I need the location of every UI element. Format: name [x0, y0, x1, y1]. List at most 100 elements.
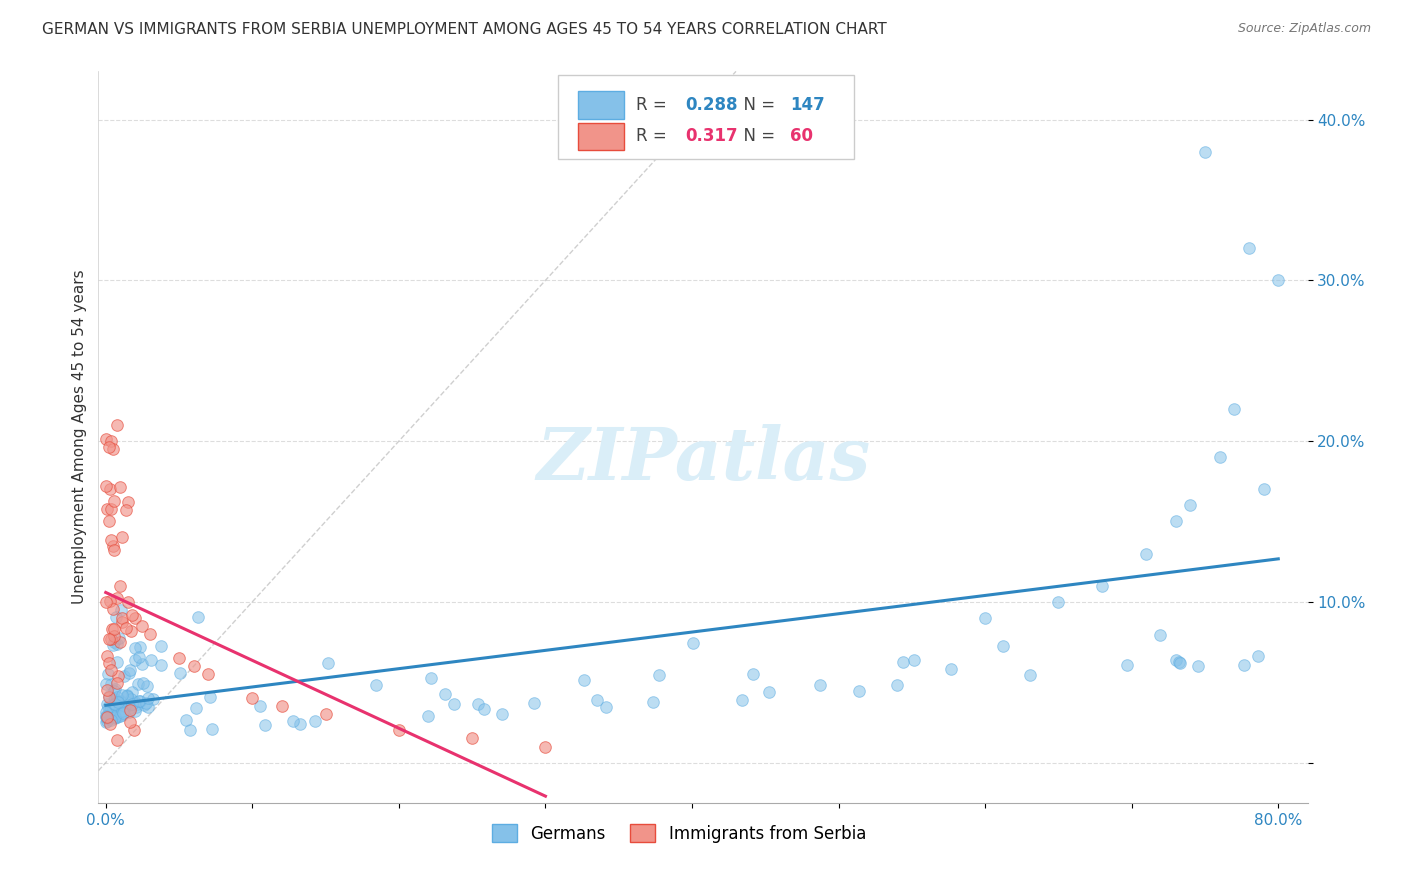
- Point: [115, 503, 138, 517]
- Point: [974, 611, 997, 625]
- Point: [1019, 668, 1042, 682]
- Point: [1233, 658, 1256, 673]
- Text: N =: N =: [734, 96, 780, 114]
- Point: [1116, 658, 1139, 673]
- Legend: Germans, Immigrants from Serbia: Germans, Immigrants from Serbia: [485, 818, 873, 849]
- Point: [118, 701, 141, 715]
- Point: [117, 595, 139, 609]
- Point: [104, 697, 127, 711]
- Point: [110, 603, 132, 617]
- Point: [110, 480, 132, 494]
- Text: 60: 60: [790, 128, 813, 145]
- Point: [142, 691, 165, 706]
- Point: [110, 693, 132, 707]
- Text: 147: 147: [790, 96, 825, 114]
- Point: [201, 723, 224, 737]
- Point: [101, 710, 124, 724]
- Point: [120, 692, 142, 706]
- Point: [1047, 595, 1070, 609]
- Point: [110, 689, 132, 703]
- Point: [132, 675, 155, 690]
- Point: [848, 683, 870, 698]
- Point: [97, 656, 120, 670]
- Point: [742, 667, 765, 681]
- Point: [103, 692, 125, 706]
- Point: [103, 697, 125, 711]
- Point: [167, 651, 190, 665]
- Point: [184, 701, 207, 715]
- Point: [115, 690, 138, 704]
- Point: [523, 696, 546, 710]
- Point: [124, 696, 146, 710]
- Point: [104, 681, 127, 696]
- Point: [118, 698, 141, 712]
- Point: [97, 515, 120, 529]
- Point: [198, 690, 221, 705]
- Point: [270, 699, 292, 714]
- Point: [105, 676, 128, 690]
- Point: [101, 702, 124, 716]
- Point: [534, 739, 557, 754]
- Text: R =: R =: [637, 128, 672, 145]
- Point: [105, 733, 128, 747]
- Point: [1223, 401, 1246, 416]
- Point: [467, 697, 489, 711]
- Point: [98, 440, 121, 454]
- Point: [891, 655, 914, 669]
- Point: [103, 493, 125, 508]
- Point: [585, 693, 607, 707]
- Point: [100, 533, 122, 547]
- Point: [118, 706, 141, 720]
- FancyBboxPatch shape: [558, 75, 855, 159]
- Text: GERMAN VS IMMIGRANTS FROM SERBIA UNEMPLOYMENT AMONG AGES 45 TO 54 YEARS CORRELAT: GERMAN VS IMMIGRANTS FROM SERBIA UNEMPLO…: [42, 22, 887, 37]
- Point: [96, 698, 118, 712]
- Point: [103, 542, 125, 557]
- Point: [135, 680, 157, 694]
- Point: [117, 698, 139, 713]
- Point: [183, 659, 205, 673]
- Point: [254, 717, 277, 731]
- Point: [107, 696, 129, 710]
- Point: [682, 636, 704, 650]
- Point: [100, 663, 122, 677]
- Point: [96, 595, 118, 609]
- Text: Source: ZipAtlas.com: Source: ZipAtlas.com: [1237, 22, 1371, 36]
- Point: [96, 710, 118, 724]
- Point: [105, 591, 128, 606]
- Point: [96, 714, 118, 729]
- Point: [1180, 499, 1202, 513]
- Point: [96, 682, 118, 697]
- Point: [94, 479, 117, 493]
- Point: [420, 671, 443, 685]
- Point: [97, 690, 120, 704]
- Point: [100, 632, 122, 647]
- Point: [97, 712, 120, 726]
- Point: [135, 696, 157, 710]
- Point: [127, 697, 149, 711]
- Point: [129, 640, 152, 654]
- Point: [112, 706, 135, 720]
- Point: [187, 610, 209, 624]
- Point: [122, 723, 145, 738]
- Point: [758, 685, 780, 699]
- Point: [121, 685, 143, 699]
- Point: [107, 669, 129, 683]
- Point: [111, 530, 134, 544]
- Point: [117, 495, 139, 509]
- Bar: [578, 122, 624, 151]
- Point: [111, 707, 134, 722]
- Point: [98, 690, 121, 704]
- Point: [111, 706, 134, 721]
- Point: [1208, 450, 1230, 465]
- Point: [132, 698, 155, 713]
- Text: R =: R =: [637, 96, 672, 114]
- Point: [993, 640, 1015, 654]
- Point: [315, 707, 337, 722]
- Point: [117, 688, 139, 702]
- Point: [96, 705, 118, 719]
- Point: [1091, 579, 1114, 593]
- Point: [139, 653, 162, 667]
- Point: [124, 611, 146, 625]
- Point: [120, 663, 142, 677]
- Point: [131, 657, 153, 671]
